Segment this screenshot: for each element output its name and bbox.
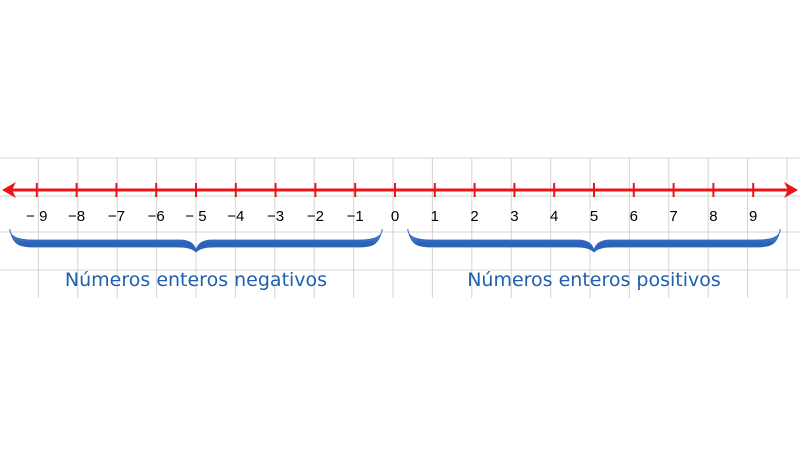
tick-label: −3: [267, 208, 284, 225]
tick-label: 3: [510, 208, 518, 225]
brace-negative: [9, 228, 383, 253]
tick-label: 8: [709, 208, 717, 225]
tick-label: 7: [669, 208, 677, 225]
axis: [2, 182, 798, 198]
tick-label: − 9: [26, 208, 47, 225]
tick-label: −8: [68, 208, 85, 225]
braces: Números enteros negativos Números enteros…: [9, 228, 781, 291]
tick-label: −6: [148, 208, 165, 225]
brace-positive: [407, 228, 781, 253]
arrow-left-icon: [2, 182, 16, 198]
tick-label: 6: [630, 208, 638, 225]
tick-labels: − 9 −8 −7 −6 − 5 −4 −3 −2 −1 0 1 2 3 4 5 6 7 8 9: [26, 208, 757, 225]
tick-label: 4: [550, 208, 558, 225]
tick-label: − 5: [185, 208, 206, 225]
tick-label: −7: [108, 208, 125, 225]
tick-label: −2: [307, 208, 324, 225]
background-grid: [0, 157, 800, 298]
tick-label: 5: [590, 208, 598, 225]
tick-label: −4: [227, 208, 244, 225]
tick-label: 9: [749, 208, 757, 225]
arrow-right-icon: [784, 182, 798, 198]
caption-negative: Números enteros negativos: [65, 269, 327, 291]
caption-positive: Números enteros positivos: [467, 269, 721, 291]
tick-label: 1: [431, 208, 439, 225]
tick-label: −1: [347, 208, 364, 225]
tick-label: 0: [391, 208, 399, 225]
tick-label: 2: [470, 208, 478, 225]
